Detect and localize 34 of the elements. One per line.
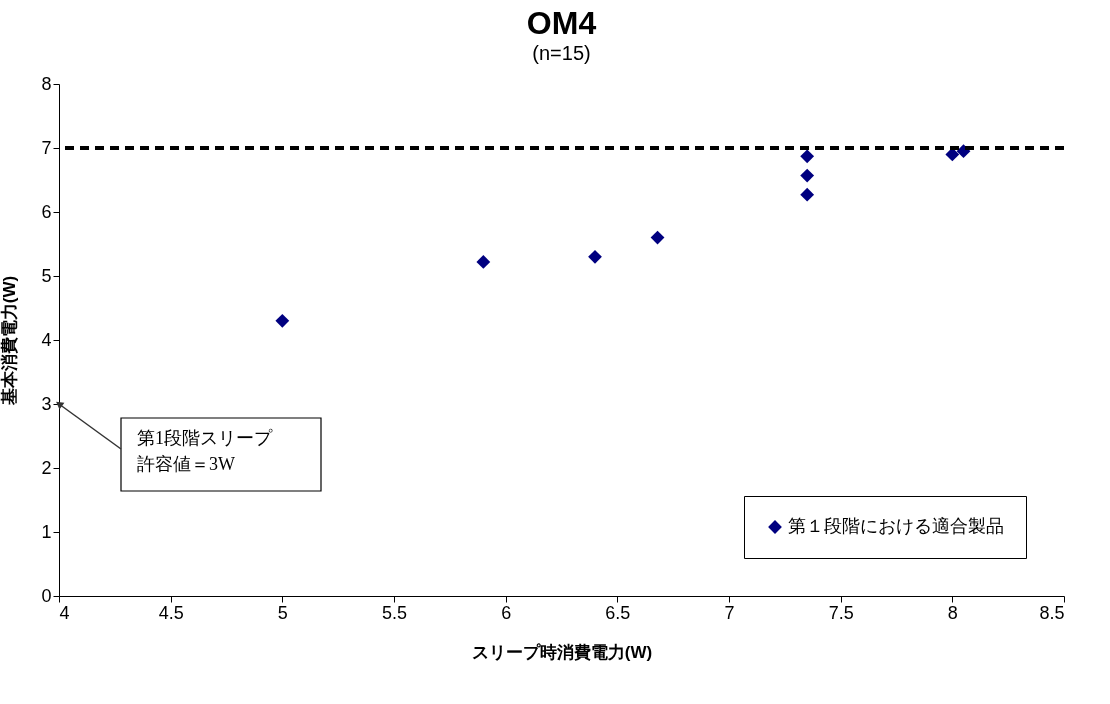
x-tick-label: 7.5: [828, 602, 854, 623]
point: [275, 313, 290, 328]
legend-label: 第１段階における適合製品: [788, 516, 1004, 536]
point: [650, 230, 665, 245]
x-tick-label: 6: [501, 602, 512, 623]
x-tick-label: 4: [59, 602, 70, 623]
note-box: 第1段階スリープ許容値＝3W: [120, 417, 322, 492]
x-axis-title: スリープ時消費電力(W): [471, 642, 653, 662]
annotation: 第1段階スリープ許容値＝3W: [137, 428, 273, 474]
point: [800, 187, 815, 202]
x-tick-label: 8.5: [1039, 602, 1065, 623]
y-tick-label: 8: [41, 73, 52, 94]
y-tick-label: 3: [41, 393, 52, 414]
y-tick-label: 7: [41, 137, 52, 158]
point: [800, 149, 815, 164]
y-tick-label: 1: [41, 521, 52, 542]
x-tick-label: 4.5: [158, 602, 184, 623]
x-tick-label: 5.5: [381, 602, 408, 623]
y-tick-label: 2: [41, 457, 52, 478]
point: [800, 168, 815, 183]
x-tick-label: 5: [277, 602, 288, 623]
x-tick-label: 6.5: [605, 602, 631, 623]
x-tick-label: 7: [724, 602, 735, 623]
point: [476, 255, 491, 269]
chart-subtitle: (n=15): [532, 42, 591, 64]
point: [956, 144, 971, 159]
point: [588, 249, 602, 264]
y-tick-label: 0: [41, 585, 52, 606]
y-axis-title: 基本消費電力(W): [0, 275, 20, 407]
x-tick-label: 8: [947, 602, 958, 623]
y-tick-label: 4: [41, 329, 52, 350]
y-tick-label: 5: [41, 265, 52, 286]
chart-title: OM4: [526, 5, 597, 41]
y-tick-label: 6: [41, 201, 52, 222]
